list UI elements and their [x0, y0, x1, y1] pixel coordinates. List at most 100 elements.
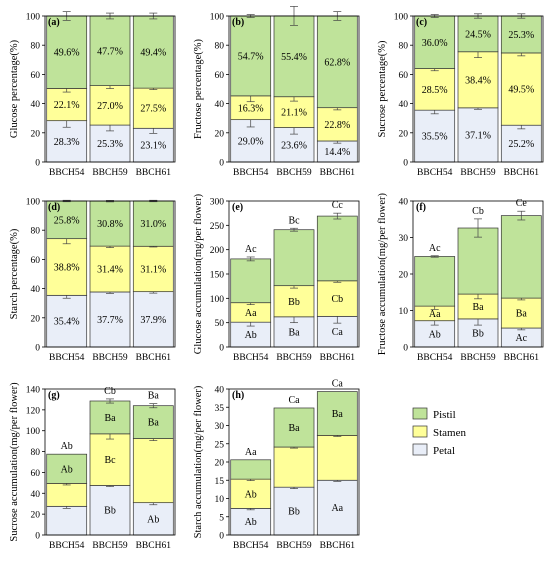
- data-label: 37.7%: [97, 315, 123, 326]
- y-tick-label: 0: [35, 159, 40, 169]
- x-tick-label: BBCH61: [136, 353, 172, 363]
- top-label: Ce: [516, 198, 528, 209]
- data-label: 25.3%: [508, 30, 534, 41]
- bar-stamen-bbch61: [132, 438, 174, 504]
- x-tick-label: BBCH54: [233, 353, 269, 363]
- y-tick-label: 80: [215, 42, 225, 52]
- y-tick-label: 60: [215, 71, 225, 81]
- y-tick-label: 0: [219, 344, 224, 354]
- data-label: 27.5%: [140, 104, 166, 115]
- y-tick-label: 60: [31, 469, 41, 479]
- y-tick-label: 80: [31, 227, 41, 237]
- data-label: 54.7%: [238, 51, 264, 62]
- x-tick-label: BBCH54: [49, 541, 85, 551]
- y-tick-label: 200: [210, 246, 225, 256]
- bar-stamen-bbch59: [89, 245, 131, 293]
- data-label: 25.8%: [54, 215, 80, 226]
- x-tick-label: BBCH59: [92, 353, 128, 363]
- bar-petal-bbch61: [500, 124, 542, 163]
- data-label: Bb: [288, 297, 300, 308]
- y-tick-label: 40: [399, 198, 409, 208]
- x-tick-label: BBCH61: [320, 541, 356, 551]
- bar-petal-bbch59: [89, 485, 131, 536]
- bar-stamen-bbch54: [414, 68, 456, 111]
- y-axis-label: Sucrose percentage(%): [377, 40, 388, 138]
- bar-stamen-bbch54: [46, 483, 88, 507]
- y-tick-label: 250: [210, 222, 225, 232]
- y-tick-label: 20: [215, 459, 225, 469]
- x-tick-label: BBCH59: [276, 541, 312, 551]
- bar-pistil-bbch61: [132, 15, 174, 89]
- data-label: 22.1%: [54, 100, 80, 111]
- x-tick-label: BBCH61: [136, 541, 172, 551]
- data-label: 37.1%: [465, 130, 491, 141]
- data-label: Ab: [61, 464, 73, 475]
- data-label: Ac: [515, 333, 527, 344]
- bar-stamen-bbch61: [132, 87, 174, 129]
- bar-stamen-bbch61: [500, 52, 542, 126]
- y-tick-label: 0: [219, 159, 224, 169]
- panel-label: (h): [232, 390, 244, 401]
- bar-stamen-bbch61: [316, 107, 358, 142]
- data-label: 49.6%: [54, 48, 80, 59]
- panel-label: (d): [48, 202, 60, 213]
- bar-petal-bbch61: [132, 502, 174, 536]
- y-axis-label: Fructose percentage(%): [193, 39, 204, 139]
- panel-label: (a): [48, 17, 60, 28]
- bar-petal-bbch59: [457, 107, 499, 163]
- y-tick-label: 30: [215, 422, 225, 432]
- top-label: Aa: [245, 447, 257, 458]
- x-tick-label: BBCH59: [460, 168, 496, 178]
- y-tick-label: 20: [399, 271, 409, 281]
- y-tick-label: 80: [31, 42, 41, 52]
- top-label: Cc: [332, 200, 344, 211]
- legend-label-pistil: Pistil: [433, 409, 456, 421]
- top-label: Ba: [148, 391, 160, 402]
- bar-stamen-bbch61: [316, 280, 358, 317]
- bar-pistil-bbch61: [500, 15, 542, 54]
- y-tick-label: 100: [26, 198, 41, 208]
- bar-pistil-bbch61: [500, 215, 542, 299]
- axes-frame: [44, 15, 176, 163]
- data-label: Ba: [148, 418, 160, 429]
- data-label: Ab: [147, 514, 159, 525]
- data-label: Aa: [245, 308, 257, 319]
- data-label: 36.0%: [422, 38, 448, 49]
- y-tick-label: 100: [210, 295, 225, 305]
- data-label: 37.9%: [140, 315, 166, 326]
- panel-label: (e): [232, 202, 243, 213]
- y-tick-label: 40: [31, 100, 41, 110]
- bar-pistil-bbch61: [316, 215, 358, 282]
- chart-panel-g: Ab Ab BBCH54 Bb Bc Ba Cb BBCH59 Ab Ba Ba BBCH61 0 20 4…: [9, 382, 176, 551]
- y-tick-label: 80: [399, 42, 409, 52]
- y-axis-label: Starch accumulation(mg/per flower): [193, 385, 204, 538]
- y-tick-label: 300: [210, 198, 225, 208]
- bar-petal-bbch59: [89, 291, 131, 348]
- y-tick-label: 25: [215, 440, 225, 450]
- x-tick-label: BBCH61: [320, 168, 356, 178]
- data-label: Ba: [288, 327, 300, 338]
- chart-panel-f: Ab Aa Ac BBCH54 Bb Ba Cb BBCH59 Ac Ba Ce BBCH61 0 10 2…: [377, 192, 544, 363]
- y-axis-label: Fructose accumulation(mg/per flower): [377, 192, 388, 355]
- data-label: Ba: [332, 409, 344, 420]
- y-tick-label: 100: [26, 13, 41, 23]
- bar-pistil-bbch54: [230, 459, 272, 480]
- y-tick-label: 0: [35, 532, 40, 542]
- data-label: 35.4%: [54, 317, 80, 328]
- data-label: 31.4%: [97, 265, 123, 276]
- axes-frame: [44, 200, 176, 348]
- bar-stamen-bbch54: [230, 478, 272, 509]
- data-label: Ab: [245, 489, 257, 500]
- data-label: Bc: [104, 455, 116, 466]
- bar-pistil-bbch59: [89, 15, 131, 86]
- data-label: 23.6%: [281, 140, 307, 151]
- y-tick-label: 40: [31, 490, 41, 500]
- x-tick-label: BBCH61: [320, 353, 356, 363]
- y-tick-label: 50: [215, 319, 225, 329]
- data-label: Bb: [104, 506, 116, 517]
- x-tick-label: BBCH54: [233, 168, 269, 178]
- data-label: 38.8%: [54, 262, 80, 273]
- bar-pistil-bbch59: [89, 200, 131, 247]
- axes-frame: [44, 388, 176, 536]
- x-tick-label: BBCH54: [233, 541, 269, 551]
